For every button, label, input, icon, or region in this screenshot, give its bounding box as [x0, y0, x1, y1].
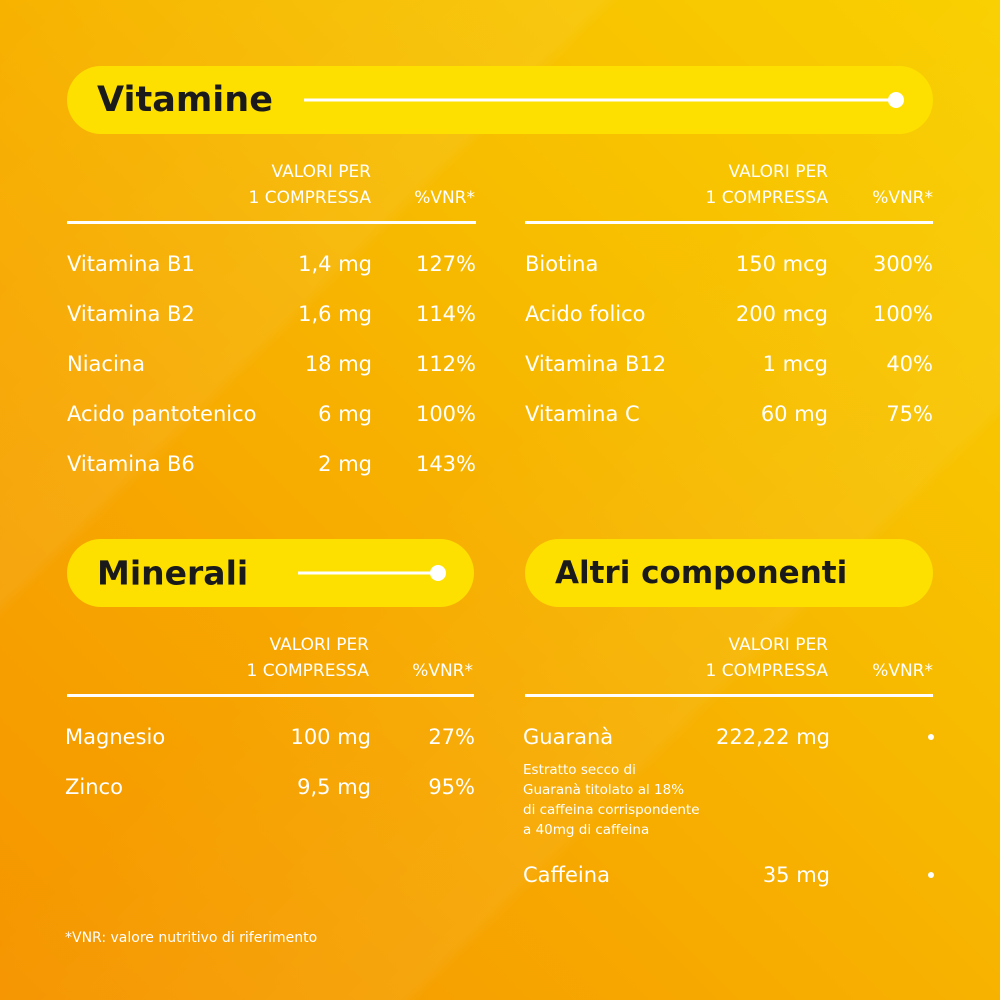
table-row-vnr: 143% — [415, 452, 476, 476]
table-row-value: 100 mg — [290, 725, 371, 749]
table-row-vnr: 300% — [872, 252, 933, 276]
table-row-value: 6 mg — [318, 402, 372, 426]
minerali-header: Minerali — [67, 539, 474, 607]
table-row-name: Vitamina C — [525, 402, 640, 426]
table-row-vnr: 114% — [415, 302, 476, 326]
minerali-divider — [67, 694, 474, 697]
vitamine-header-line — [304, 98, 896, 102]
table-row-value: 1,6 mg — [298, 302, 372, 326]
minerali-title: Minerali — [97, 553, 249, 593]
table-row-name: Vitamina B12 — [525, 352, 667, 376]
altri-title: Altri componenti — [555, 555, 848, 591]
table-row-value: 60 mg — [760, 402, 828, 426]
table-row-name: Niacina — [67, 352, 145, 376]
table-row-value: 2 mg — [318, 452, 372, 476]
vitamine-header: Vitamine — [67, 66, 933, 134]
table-row-value: 1 mcg — [762, 352, 828, 376]
table-row-name: Zinco — [65, 775, 123, 799]
vnr-not-established-bullet — [928, 872, 934, 878]
minerali-col-header-vnr: %VNR* — [412, 661, 473, 681]
table-row-vnr: 40% — [886, 352, 933, 376]
minerali-header-line — [298, 571, 438, 575]
table-row-value: 9,5 mg — [297, 775, 371, 799]
table-row-vnr: 27% — [428, 725, 475, 749]
vitamine-left-col-header-value: VALORI PER 1 COMPRESSA — [248, 162, 371, 208]
table-row-name: Acido pantotenico — [67, 402, 257, 426]
table-row-value: 222,22 mg — [716, 725, 830, 749]
table-row-name: Vitamina B1 — [67, 252, 195, 276]
altri-header: Altri componenti — [525, 539, 933, 607]
table-row-value: 200 mcg — [735, 302, 828, 326]
altri-col-header-value: VALORI PER 1 COMPRESSA — [705, 635, 828, 681]
vnr-not-established-bullet — [928, 734, 934, 740]
table-row-name: Acido folico — [525, 302, 646, 326]
vitamine-title: Vitamine — [97, 80, 273, 120]
table-row-value: 1,4 mg — [298, 252, 372, 276]
altri-col-header-vnr: %VNR* — [872, 661, 933, 681]
footnote: *VNR: valore nutritivo di riferimento — [65, 930, 318, 946]
table-row-value: 18 mg — [304, 352, 372, 376]
table-row-value: 150 mcg — [735, 252, 828, 276]
table-row-name: Guaranà — [523, 725, 614, 749]
altri-divider — [525, 694, 933, 697]
table-row-vnr: 127% — [415, 252, 476, 276]
table-row-vnr: 100% — [872, 302, 933, 326]
table-row-vnr: 100% — [415, 402, 476, 426]
vitamine-right-col-header-vnr: %VNR* — [872, 188, 933, 208]
table-row-name: Vitamina B2 — [67, 302, 195, 326]
vitamine-right-col-header-value: VALORI PER 1 COMPRESSA — [705, 162, 828, 208]
guarana-note: Estratto secco di Guaranà titolato al 18… — [523, 762, 700, 838]
vitamine-right-divider — [525, 221, 933, 224]
table-row-value: 35 mg — [762, 863, 830, 887]
table-row-name: Caffeina — [523, 863, 610, 887]
table-row-vnr: 75% — [886, 402, 933, 426]
table-row-vnr: 95% — [428, 775, 475, 799]
table-row-name: Magnesio — [65, 725, 166, 749]
minerali-col-header-value: VALORI PER 1 COMPRESSA — [246, 635, 369, 681]
vitamine-left-divider — [67, 221, 476, 224]
minerali-header-dot — [430, 565, 446, 581]
vitamine-left-col-header-vnr: %VNR* — [414, 188, 475, 208]
table-row-name: Vitamina B6 — [67, 452, 195, 476]
table-row-vnr: 112% — [415, 352, 476, 376]
vitamine-header-dot — [888, 92, 904, 108]
table-row-name: Biotina — [525, 252, 599, 276]
